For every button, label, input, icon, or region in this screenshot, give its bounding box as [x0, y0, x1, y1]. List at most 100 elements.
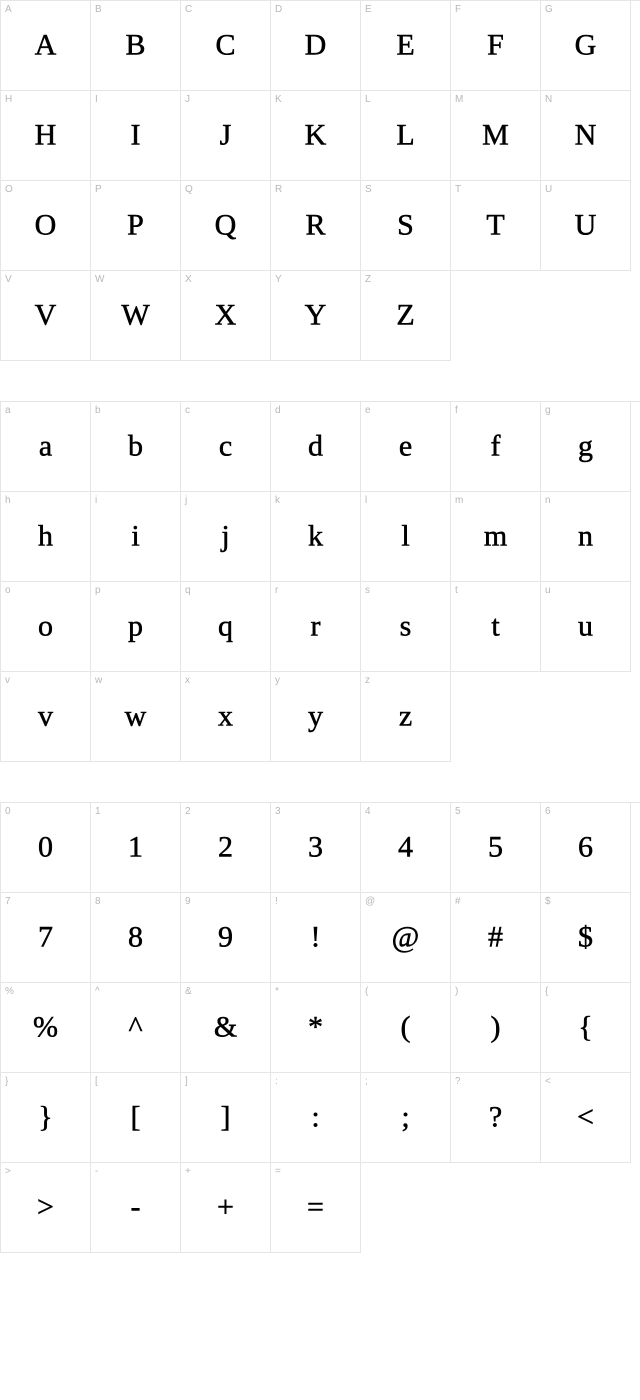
glyph-label: H — [5, 94, 12, 105]
glyph-char: Z — [396, 298, 414, 332]
glyph-cell: bb — [91, 402, 181, 492]
glyph-cell: aa — [1, 402, 91, 492]
glyph-label: B — [95, 4, 102, 15]
glyph-label: i — [95, 495, 97, 506]
empty-cell — [541, 271, 631, 361]
glyph-label: 9 — [185, 896, 191, 907]
glyph-cell: jj — [181, 492, 271, 582]
glyph-char: K — [305, 118, 327, 152]
glyph-cell: xx — [181, 672, 271, 762]
glyph-cell: @@ — [361, 893, 451, 983]
glyph-cell: -- — [91, 1163, 181, 1253]
glyph-cell: YY — [271, 271, 361, 361]
glyph-label: : — [275, 1076, 278, 1087]
section-lowercase: aabbccddeeffgghhiijjkkllmmnnooppqqrrsstt… — [0, 401, 640, 762]
glyph-label: A — [5, 4, 12, 15]
glyph-char: 0 — [38, 830, 53, 864]
glyph-char: J — [220, 118, 232, 152]
glyph-label: n — [545, 495, 551, 506]
glyph-cell: uu — [541, 582, 631, 672]
section-numbers-symbols: 00112233445566778899!!@@##$$%%^^&&**(())… — [0, 802, 640, 1253]
glyph-cell: SS — [361, 181, 451, 271]
glyph-label: R — [275, 184, 282, 195]
glyph-label: h — [5, 495, 11, 506]
glyph-char: V — [35, 298, 57, 332]
glyph-char: % — [33, 1010, 58, 1044]
empty-cell — [541, 1163, 631, 1253]
glyph-label: 7 — [5, 896, 11, 907]
glyph-cell: 11 — [91, 803, 181, 893]
glyph-cell: )) — [451, 983, 541, 1073]
glyph-char: : — [311, 1100, 319, 1134]
glyph-cell: (( — [361, 983, 451, 1073]
glyph-label: f — [455, 405, 458, 416]
glyph-cell: XX — [181, 271, 271, 361]
glyph-label: M — [455, 94, 463, 105]
empty-cell — [361, 1163, 451, 1253]
glyph-cell: ii — [91, 492, 181, 582]
glyph-label: 3 — [275, 806, 281, 817]
glyph-char: f — [491, 429, 501, 463]
glyph-cell: LL — [361, 91, 451, 181]
glyph-char: T — [486, 208, 504, 242]
glyph-char: n — [578, 519, 593, 553]
glyph-char: e — [399, 429, 412, 463]
glyph-cell: ff — [451, 402, 541, 492]
glyph-cell: ss — [361, 582, 451, 672]
glyph-label: d — [275, 405, 281, 416]
section-uppercase: AABBCCDDEEFFGGHHIIJJKKLLMMNNOOPPQQRRSSTT… — [0, 0, 640, 361]
glyph-char: @ — [392, 920, 420, 954]
glyph-char: 9 — [218, 920, 233, 954]
glyph-cell: kk — [271, 492, 361, 582]
glyph-label: r — [275, 585, 278, 596]
glyph-label: ] — [185, 1076, 188, 1087]
glyph-cell: nn — [541, 492, 631, 582]
glyph-label: ( — [365, 986, 368, 997]
empty-cell — [541, 672, 631, 762]
glyph-char: S — [397, 208, 414, 242]
glyph-label: v — [5, 675, 10, 686]
glyph-cell: %% — [1, 983, 91, 1073]
glyph-label: N — [545, 94, 552, 105]
glyph-cell: ww — [91, 672, 181, 762]
glyph-cell: VV — [1, 271, 91, 361]
glyph-cell: ## — [451, 893, 541, 983]
glyph-cell: == — [271, 1163, 361, 1253]
glyph-cell: dd — [271, 402, 361, 492]
glyph-cell: zz — [361, 672, 451, 762]
glyph-label: S — [365, 184, 372, 195]
glyph-label: w — [95, 675, 102, 686]
glyph-char: 8 — [128, 920, 143, 954]
glyph-char: - — [131, 1190, 141, 1224]
glyph-label: I — [95, 94, 98, 105]
glyph-label: L — [365, 94, 371, 105]
glyph-cell: PP — [91, 181, 181, 271]
glyph-char: g — [578, 429, 593, 463]
glyph-cell: 00 — [1, 803, 91, 893]
glyph-cell: vv — [1, 672, 91, 762]
glyph-cell: }} — [1, 1073, 91, 1163]
glyph-char: z — [399, 699, 412, 733]
glyph-cell: ++ — [181, 1163, 271, 1253]
glyph-label: Q — [185, 184, 193, 195]
glyph-label: s — [365, 585, 370, 596]
glyph-cell: [[ — [91, 1073, 181, 1163]
glyph-label: Y — [275, 274, 282, 285]
glyph-label: ) — [455, 986, 458, 997]
glyph-char: G — [575, 28, 597, 62]
glyph-char: < — [577, 1100, 594, 1134]
glyph-label: j — [185, 495, 187, 506]
glyph-cell: WW — [91, 271, 181, 361]
glyph-cell: yy — [271, 672, 361, 762]
glyph-label: k — [275, 495, 280, 506]
glyph-label: 2 — [185, 806, 191, 817]
glyph-label: Z — [365, 274, 371, 285]
glyph-char: q — [218, 609, 233, 643]
glyph-label: 6 — [545, 806, 551, 817]
glyph-cell: GG — [541, 1, 631, 91]
glyph-char: # — [488, 920, 503, 954]
glyph-char: O — [35, 208, 57, 242]
glyph-label: a — [5, 405, 11, 416]
glyph-cell: oo — [1, 582, 91, 672]
glyph-label: b — [95, 405, 101, 416]
